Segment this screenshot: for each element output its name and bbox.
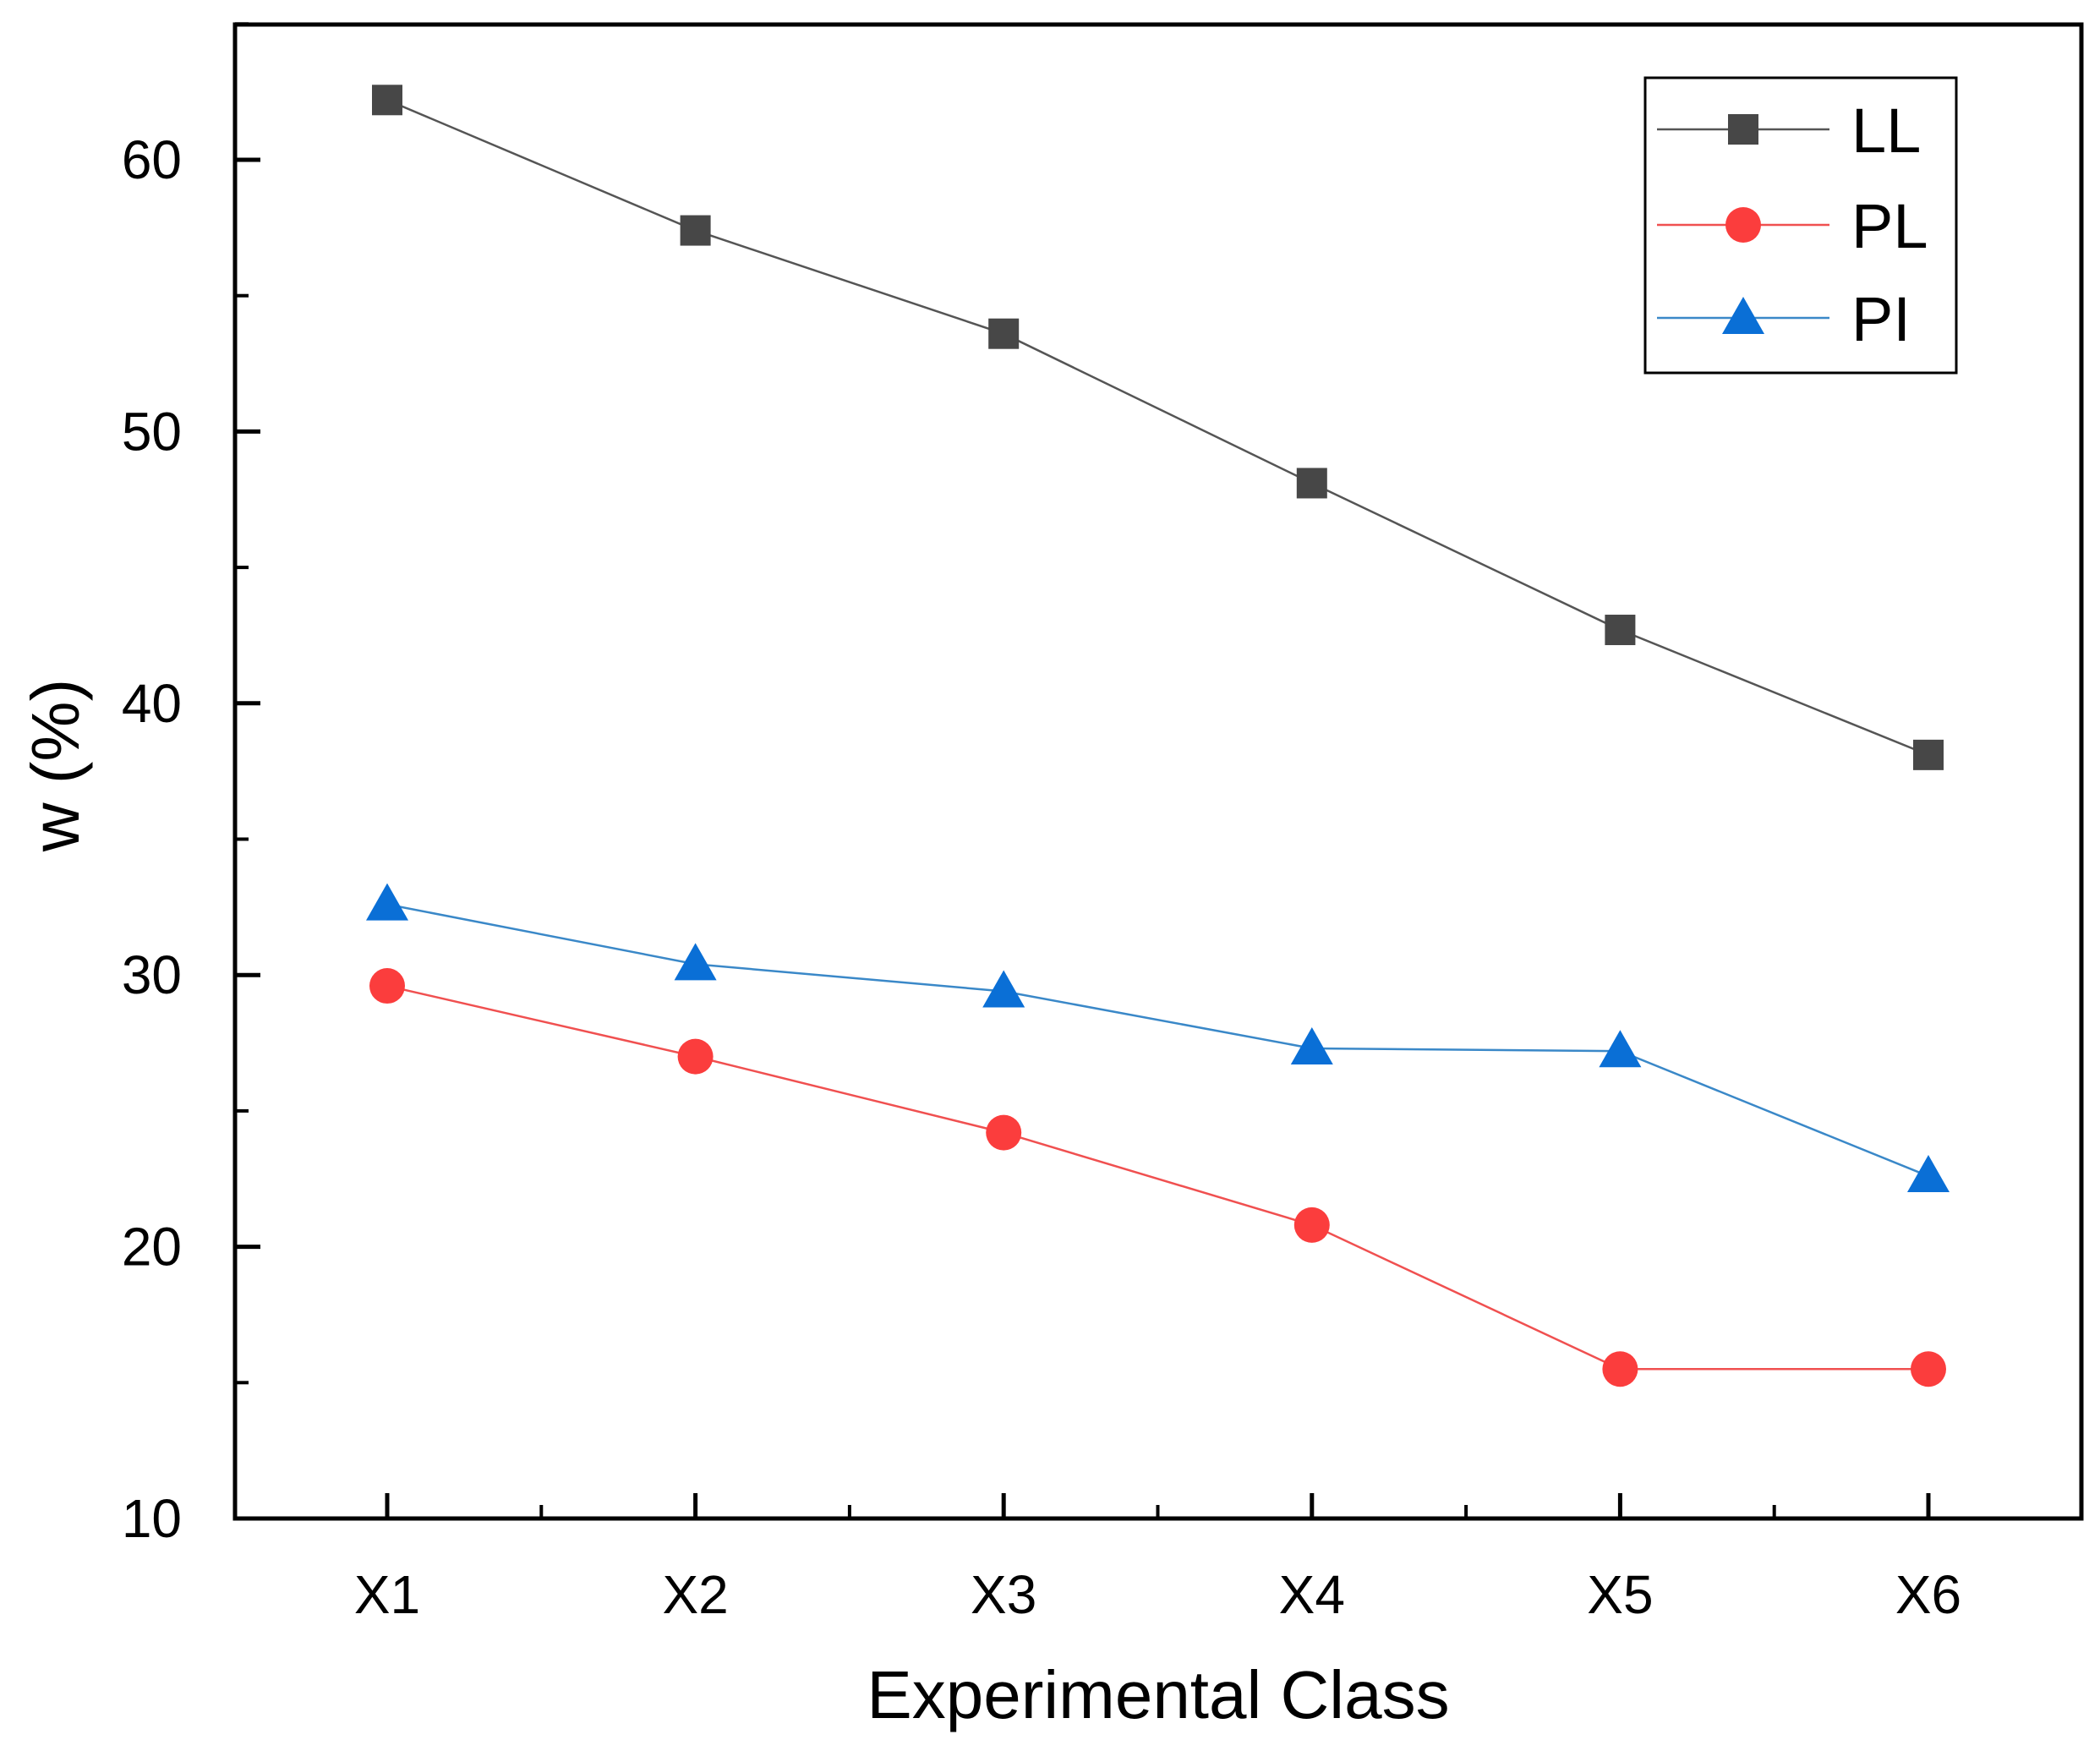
y-tick-label: 30 [122,944,182,1005]
legend-label-pl: PL [1851,191,1928,261]
x-axis-title: Experimental Class [867,1657,1449,1732]
y-tick-label: 20 [122,1217,182,1278]
y-axis-title: w (%) [18,679,93,852]
data-point-pl [1602,1351,1638,1387]
x-tick-label: X3 [971,1564,1036,1625]
data-point-pi [1290,1026,1333,1064]
x-tick-label: X4 [1279,1564,1345,1625]
legend-label-ll: LL [1851,96,1921,166]
data-point-pi [674,943,717,981]
data-point-ll [372,85,402,116]
data-point-pi [1599,1030,1642,1068]
data-point-ll [680,215,711,246]
y-axis-ticks: 10 20 30 40 50 60 [122,22,260,1549]
data-point-pl [986,1114,1022,1151]
x-tick-label: X5 [1587,1564,1653,1625]
y-tick-label: 10 [122,1488,182,1549]
y-tick-label: 40 [122,673,182,734]
legend-label-pi: PI [1851,284,1911,354]
data-point-pi [982,970,1025,1008]
series-pl [369,968,1946,1387]
data-point-pl [677,1038,714,1075]
legend: LL PL PI [1643,76,1958,375]
x-axis-ticks: X1 X2 X3 X4 X5 X6 [354,1493,1961,1625]
series-layer [366,85,1950,1387]
series-pi [366,883,1950,1193]
series-line-ll [386,99,1929,757]
x-tick-label: X6 [1895,1564,1961,1625]
data-point-ll [1605,615,1636,646]
data-point-pi [1907,1155,1950,1193]
legend-marker-pi [1722,297,1764,334]
y-tick-label: 50 [122,401,182,462]
data-point-pl [369,968,405,1004]
data-point-ll [988,318,1020,349]
series-line-pl [386,984,1928,1371]
x-tick-label: X1 [354,1564,420,1625]
legend-marker-pl [1725,207,1761,243]
y-tick-label: 60 [122,129,182,190]
series-ll [372,85,1944,770]
x-tick-label: X2 [662,1564,728,1625]
data-point-ll [1913,739,1944,770]
data-point-pl [1293,1207,1330,1243]
data-point-pi [366,883,408,921]
legend-marker-ll [1728,114,1758,145]
data-point-pl [1911,1351,1946,1387]
data-point-ll [1296,468,1327,499]
series-line-pi [386,903,1929,1178]
